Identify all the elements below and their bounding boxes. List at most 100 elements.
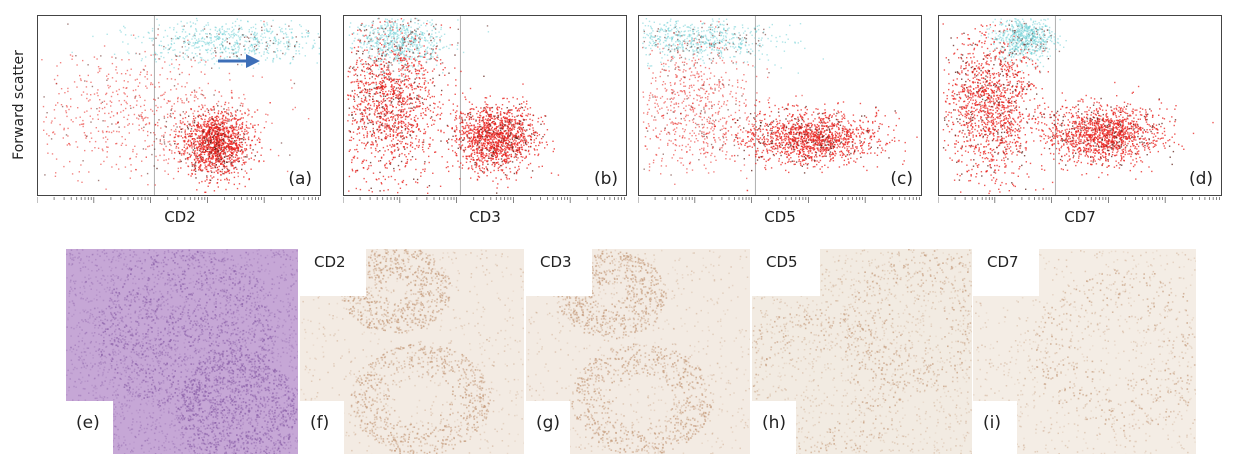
event-point [203, 38, 206, 40]
event-point [236, 168, 238, 170]
event-point [535, 145, 537, 147]
event-point [205, 123, 207, 126]
event-point [124, 166, 127, 168]
event-point [512, 127, 514, 129]
event-point [380, 116, 382, 118]
event-point [398, 94, 400, 97]
event-point [494, 149, 496, 152]
event-point [205, 33, 207, 35]
event-point [279, 42, 281, 44]
event-point [382, 118, 384, 120]
event-point [200, 164, 202, 167]
event-point [208, 139, 210, 141]
event-point [468, 167, 470, 169]
event-point [520, 155, 522, 158]
event-point [455, 125, 457, 127]
event-point [291, 36, 293, 38]
event-point [372, 142, 374, 144]
event-point [230, 143, 232, 145]
event-point [505, 162, 507, 164]
event-point [418, 144, 420, 147]
event-point [210, 124, 213, 126]
event-point [240, 117, 243, 119]
event-point [227, 168, 229, 171]
event-point [208, 44, 210, 46]
event-point [200, 169, 202, 172]
event-point [163, 45, 165, 48]
event-point [202, 142, 205, 144]
event-point [500, 126, 503, 128]
event-point [518, 121, 521, 123]
event-point [214, 151, 216, 154]
event-point [432, 119, 434, 121]
event-point [392, 98, 395, 101]
event-point [481, 128, 484, 130]
event-point [178, 130, 180, 133]
event-point [230, 118, 233, 121]
event-point [231, 149, 233, 151]
event-point [415, 126, 418, 128]
event-point [389, 112, 391, 114]
event-point [94, 140, 97, 143]
event-point [392, 129, 395, 131]
event-point [220, 123, 222, 125]
event-point [514, 118, 517, 121]
event-point [502, 132, 504, 134]
event-point [212, 44, 215, 46]
event-point [284, 53, 286, 56]
event-point [197, 116, 200, 118]
event-point [213, 190, 216, 192]
event-point [364, 128, 367, 130]
event-point [381, 122, 384, 124]
event-point [507, 126, 509, 128]
event-point [226, 170, 228, 173]
event-point [361, 63, 363, 66]
event-point [485, 154, 487, 157]
event-point [478, 129, 481, 132]
event-point [454, 129, 456, 132]
event-point [226, 165, 228, 168]
event-point [398, 132, 400, 134]
event-point [220, 129, 222, 131]
event-point [499, 121, 501, 124]
event-point [212, 135, 214, 138]
event-point [154, 59, 156, 61]
event-point [257, 63, 260, 65]
event-point [386, 125, 388, 127]
event-point [350, 139, 352, 142]
event-point [239, 118, 242, 120]
event-point [477, 142, 479, 144]
event-point [418, 141, 420, 143]
event-point [123, 25, 125, 28]
event-point [79, 74, 81, 77]
event-point [217, 38, 220, 40]
event-point [210, 127, 213, 130]
event-point [201, 159, 203, 161]
event-point [213, 171, 215, 174]
event-point [235, 115, 237, 117]
event-point [123, 126, 126, 128]
event-point [97, 94, 99, 97]
event-point [377, 76, 379, 78]
event-point [199, 49, 201, 51]
event-point [139, 82, 141, 84]
event-point [523, 119, 525, 121]
event-point [143, 69, 145, 71]
event-point [234, 33, 237, 36]
event-point [488, 129, 490, 131]
event-point [250, 123, 252, 125]
event-point [235, 34, 238, 36]
event-point [204, 142, 207, 144]
event-point [460, 141, 462, 143]
event-point [248, 37, 250, 39]
event-point [468, 116, 471, 118]
event-point [517, 157, 519, 159]
event-point [423, 56, 425, 58]
event-point [285, 33, 288, 36]
event-point [391, 84, 393, 86]
event-point [352, 156, 355, 159]
event-point [397, 123, 400, 125]
event-point [493, 148, 495, 150]
event-point [365, 61, 367, 63]
event-point [208, 133, 210, 136]
